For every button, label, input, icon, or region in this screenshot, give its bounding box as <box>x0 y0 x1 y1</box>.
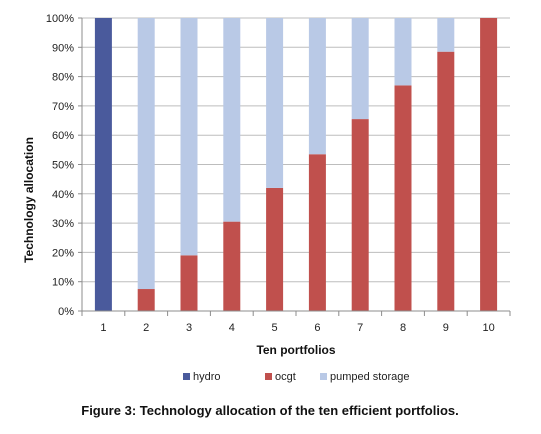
bar-pumped-storage-9 <box>437 18 455 52</box>
bar-ocgt-3 <box>180 255 198 311</box>
x-tick-label: 2 <box>143 322 149 334</box>
x-tick-label: 3 <box>186 322 192 334</box>
legend-swatch-pumped-storage <box>320 373 327 380</box>
bar-ocgt-5 <box>266 187 284 311</box>
bar-pumped-storage-5 <box>266 18 284 188</box>
bar-pumped-storage-3 <box>180 18 198 256</box>
x-tick-label: 4 <box>229 322 235 334</box>
y-tick-label: 60% <box>52 130 74 142</box>
y-tick-label: 100% <box>46 13 74 25</box>
bar-ocgt-8 <box>394 85 412 311</box>
x-tick-label: 5 <box>272 322 278 334</box>
y-tick-label: 30% <box>52 218 74 230</box>
x-tick-label: 1 <box>100 322 106 334</box>
bar-ocgt-4 <box>223 221 241 311</box>
figure-caption: Figure 3: Technology allocation of the t… <box>81 403 459 418</box>
y-tick-label: 0% <box>58 306 74 318</box>
legend-label-pumped-storage: pumped storage <box>330 371 410 383</box>
bar-hydro-1 <box>94 18 112 311</box>
y-tick-label: 20% <box>52 247 74 259</box>
legend: hydro ocgt pumped storage <box>183 371 410 383</box>
bar-pumped-storage-8 <box>394 18 412 86</box>
bar-ocgt-2 <box>137 289 155 311</box>
bar-pumped-storage-7 <box>351 18 369 120</box>
legend-swatch-ocgt <box>265 373 272 380</box>
x-tick-label: 9 <box>443 322 449 334</box>
y-tick-label: 70% <box>52 101 74 113</box>
y-tick-label: 90% <box>52 42 74 54</box>
legend-swatch-hydro <box>183 373 190 380</box>
bar-ocgt-7 <box>351 119 369 312</box>
x-axis-title: Ten portfolios <box>256 343 335 357</box>
y-tick-label: 80% <box>52 72 74 84</box>
bar-pumped-storage-2 <box>137 18 155 290</box>
bar-pumped-storage-6 <box>308 18 326 155</box>
legend-label-ocgt: ocgt <box>275 371 296 383</box>
y-tick-label: 50% <box>52 160 74 172</box>
x-tick-label: 7 <box>357 322 363 334</box>
y-tick-label: 40% <box>52 189 74 201</box>
legend-label-hydro: hydro <box>193 371 221 383</box>
y-axis-title: Technology allocation <box>22 137 36 263</box>
x-tick-label: 10 <box>482 322 494 334</box>
bar-ocgt-6 <box>308 154 326 311</box>
bar-ocgt-9 <box>437 51 455 311</box>
axes: 0% 10% 20% 30% 40% 50% 60% 70% 80% 90% 100% 1 2 3 4 5 6 7… <box>46 13 511 334</box>
y-tick-label: 10% <box>52 277 74 289</box>
bar-pumped-storage-4 <box>223 18 241 222</box>
x-tick-label: 6 <box>314 322 320 334</box>
bars <box>94 18 498 312</box>
x-tick-label: 8 <box>400 322 406 334</box>
bar-ocgt-10 <box>480 18 498 311</box>
